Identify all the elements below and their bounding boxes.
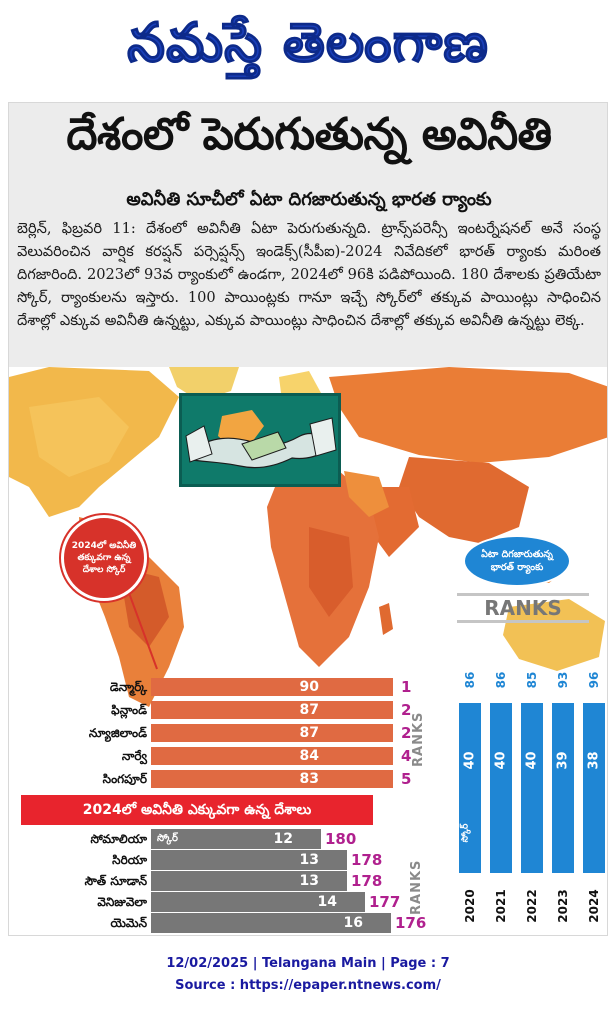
india-year-label: 2020 <box>463 889 477 923</box>
country-rank: 178 <box>351 872 383 890</box>
country-name: యెమెన్ <box>110 916 147 930</box>
article-clipping: దేశంలో పెరుగుతున్న అవినీతి అవినీతి సూచీల… <box>8 102 608 936</box>
infographic: 2024లో అవినీతి తక్కువగా ఉన్న దేశాల స్కోర… <box>9 367 607 935</box>
india-year-column <box>459 703 481 873</box>
india-rank-value: 96 <box>587 671 601 689</box>
india-rank-value: 85 <box>525 671 539 689</box>
score-bar: 14 <box>151 892 365 912</box>
bottom-country-row: సిరియా 13 178 <box>9 850 429 870</box>
ranks-axis-label-bottom: RANKS <box>409 859 424 915</box>
top-country-row: న్యూజిలాండ్ 87 2 <box>9 724 429 742</box>
footer-date-line: 12/02/2025 | Telangana Main | Page : 7 <box>166 956 450 971</box>
india-ranks-heading: RANKS <box>457 593 589 623</box>
masthead-title: నమస్తే తెలంగాణ <box>127 10 489 74</box>
country-rank: 1 <box>401 678 412 696</box>
handshake-bribe-illustration <box>179 393 341 487</box>
top-country-row: సింగపూర్ 83 5 <box>9 770 429 788</box>
india-score-value: 40 <box>524 751 540 770</box>
top-country-row: ఫిన్లాండ్ 87 2 <box>9 701 429 719</box>
india-year-column <box>583 703 605 873</box>
bottom-country-row: సౌత్ సూడాన్ 13 178 <box>9 871 429 891</box>
country-rank: 2 <box>401 701 412 719</box>
score-bar: 87 <box>151 701 393 719</box>
masthead: నమస్తే తెలంగాణ <box>0 0 616 98</box>
score-bar: 83 <box>151 770 393 788</box>
country-name: సింగపూర్ <box>102 772 147 786</box>
country-name: సౌత్ సూడాన్ <box>84 874 147 888</box>
india-year-label: 2024 <box>587 889 601 923</box>
score-bar: 16 <box>151 913 391 933</box>
top-country-row: నార్వే 84 4 <box>9 747 429 765</box>
india-score-value: 40 <box>493 751 509 770</box>
india-year-label: 2021 <box>494 889 508 923</box>
score-bar: 12 <box>151 829 321 849</box>
top-country-row: డెన్మార్క్ 90 1 <box>9 678 429 696</box>
low-corruption-callout: 2024లో అవినీతి తక్కువగా ఉన్న దేశాల స్కోర… <box>61 515 147 601</box>
article-body: బెర్లిన్, ఫిబ్రవరి 11: దేశంలో అవినీతి ఏట… <box>17 220 601 329</box>
india-year-column <box>552 703 574 873</box>
country-name: న్యూజిలాండ్ <box>88 726 147 740</box>
india-score-value: 39 <box>555 751 571 770</box>
india-rank-value: 86 <box>463 671 477 689</box>
country-rank: 178 <box>351 851 383 869</box>
india-rank-value: 86 <box>494 671 508 689</box>
score-bar: 87 <box>151 724 393 742</box>
india-rank-callout: ఏటా దిగజారుతున్న భారత్ ర్యాంకు <box>463 535 571 587</box>
india-score-value: 40 <box>462 751 478 770</box>
bottom-country-row: యెమెన్ 16 176 <box>9 913 429 933</box>
country-rank: 177 <box>369 893 401 911</box>
country-name: ఫిన్లాండ్ <box>111 703 147 717</box>
country-rank: 176 <box>395 914 427 932</box>
country-name: నార్వే <box>121 749 147 763</box>
footer-source-line: Source : https://epaper.ntnews.com/ <box>175 978 441 993</box>
article-subheadline: అవినీతి సూచీలో ఏటా దిగజారుతున్న భారత ర్య… <box>126 189 492 210</box>
country-rank: 5 <box>401 770 412 788</box>
country-rank: 4 <box>401 747 412 765</box>
india-rank-value: 93 <box>556 671 570 689</box>
high-corruption-banner: 2024లో అవినీతి ఎక్కువగా ఉన్న దేశాలు <box>21 795 373 825</box>
country-name: సిరియా <box>112 853 147 867</box>
score-bar: 13 <box>151 850 347 870</box>
india-score-word: స్కోర్ <box>460 823 471 843</box>
country-name: సోమాలియా <box>90 832 147 846</box>
callout-pointer <box>129 593 158 670</box>
india-year-label: 2023 <box>556 889 570 923</box>
india-score-value: 38 <box>586 751 602 770</box>
country-name: వెనిజువెలా <box>97 895 147 909</box>
score-word: స్కోర్ <box>157 833 178 844</box>
country-name: డెన్మార్క్ <box>109 680 147 694</box>
country-rank: 180 <box>325 830 357 848</box>
score-bar: 13 <box>151 871 347 891</box>
article-headline: దేశంలో పెరుగుతున్న అవినీతి <box>66 109 552 160</box>
score-bar: 90 <box>151 678 393 696</box>
handshake-icon <box>185 410 337 469</box>
india-year-column <box>521 703 543 873</box>
country-rank: 2 <box>401 724 412 742</box>
india-year-column <box>490 703 512 873</box>
bottom-country-row: వెనిజువెలా 14 177 <box>9 892 429 912</box>
score-bar: 84 <box>151 747 393 765</box>
india-year-label: 2022 <box>525 889 539 923</box>
bottom-country-row: సోమాలియా 12 స్కోర్ 180 <box>9 829 429 849</box>
